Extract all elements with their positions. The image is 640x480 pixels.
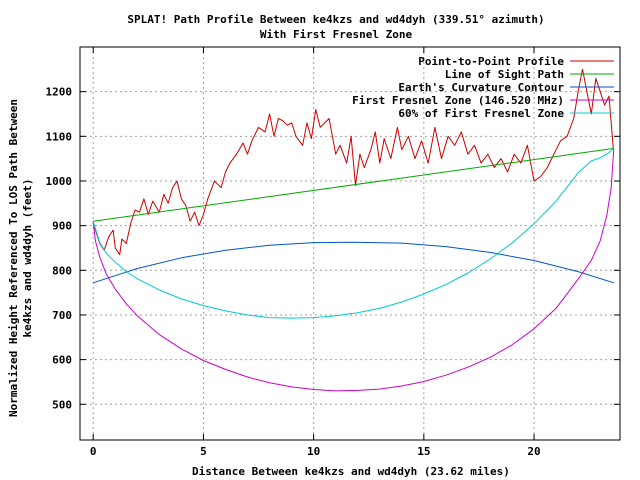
chart-title: SPLAT! Path Profile Between ke4kzs and w… xyxy=(127,13,544,26)
series-line-4 xyxy=(92,148,615,392)
legend-label-1: Point-to-Point Profile xyxy=(418,55,564,68)
y-axis-label-line1: Normalized Height Referenced To LOS Path… xyxy=(7,99,20,417)
x-tick-label: 0 xyxy=(90,445,97,458)
y-tick-label: 1100 xyxy=(46,130,73,143)
chart-subtitle: With First Fresnel Zone xyxy=(260,28,413,41)
series-line-1 xyxy=(92,68,614,256)
y-tick-label: 1200 xyxy=(46,86,73,99)
plot-frame xyxy=(79,46,621,441)
series-line-2 xyxy=(93,147,614,222)
x-tick-label: 20 xyxy=(527,445,540,458)
series-line-3 xyxy=(93,241,614,284)
y-tick-label: 900 xyxy=(52,220,72,233)
y-tick-label: 500 xyxy=(52,398,72,411)
grid-lines xyxy=(80,47,620,440)
y-tick-label: 1000 xyxy=(46,175,73,188)
legend-label-3: Earth's Curvature Contour xyxy=(398,81,564,94)
legend-label-4: First Fresnel Zone (146.520 MHz) xyxy=(352,94,564,107)
y-axis-label-line2: ke4kzs and wd4dyh (feet) xyxy=(21,179,34,338)
legend-label-5: 60% of First Fresnel Zone xyxy=(398,107,564,120)
x-axis-label: Distance Between ke4kzs and wd4dyh (23.6… xyxy=(192,465,510,478)
x-tick-label: 5 xyxy=(200,445,207,458)
y-tick-label: 800 xyxy=(52,264,72,277)
axis-ticks: 0 5 10 15 20 500 600 700 800 900 1000 1100 1200 xyxy=(46,47,620,458)
series-lines xyxy=(92,68,615,392)
series-line-5 xyxy=(92,148,615,319)
legend-label-2: Line of Sight Path xyxy=(445,68,564,81)
y-tick-label: 600 xyxy=(52,354,72,367)
x-tick-label: 10 xyxy=(307,445,320,458)
y-tick-label: 700 xyxy=(52,309,72,322)
x-tick-label: 15 xyxy=(417,445,430,458)
